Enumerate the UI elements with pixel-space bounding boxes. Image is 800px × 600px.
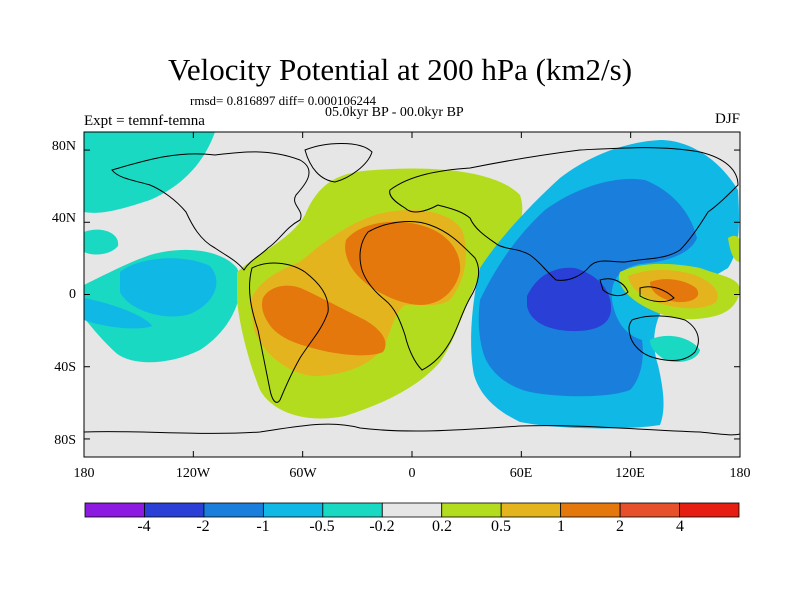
lon-label-180-east: 180 xyxy=(729,466,751,481)
coastline-outlines xyxy=(84,143,740,436)
contour-dark-orange-south-america xyxy=(262,285,386,356)
coast-africa xyxy=(359,220,480,371)
time-period-label: 05.0kyr BP - 00.0kyr BP xyxy=(325,105,464,120)
contour-teal-north-pacific xyxy=(84,132,215,213)
colorbar-swatch-10 xyxy=(619,502,680,518)
colorbar-swatch-3 xyxy=(203,502,264,518)
coast-maritime-islands xyxy=(599,278,675,303)
colorbar xyxy=(84,502,740,518)
axis-ticks xyxy=(83,132,741,457)
colorbar-swatch-6 xyxy=(381,502,443,518)
experiment-label: Expt = temnf-temna xyxy=(84,113,205,129)
contour-teal-south-pacific xyxy=(650,335,700,362)
colorbar-label-4: -0.5 xyxy=(309,518,335,535)
coast-greenland xyxy=(304,143,373,183)
coast-europe-asia xyxy=(389,147,739,281)
lat-label-80s: 80S xyxy=(54,433,76,448)
lat-label-40s: 40S xyxy=(54,360,76,375)
colorbar-label-7: 0.5 xyxy=(491,518,511,535)
colorbar-swatch-9 xyxy=(560,502,621,518)
contour-teal-west-pacific xyxy=(84,229,119,255)
colorbar-label-6: 0.2 xyxy=(432,518,452,535)
contour-dark-orange-africa xyxy=(345,221,461,305)
colorbar-label-1: -4 xyxy=(137,518,151,535)
colorbar-swatch-8 xyxy=(500,502,562,518)
season-label: DJF xyxy=(714,111,740,127)
contour-green-east-edge xyxy=(728,235,740,262)
colorbar-swatch-1 xyxy=(84,502,145,518)
lon-label-60e: 60E xyxy=(509,466,533,481)
lat-label-80n: 80N xyxy=(51,139,76,154)
lat-label-40n: 40N xyxy=(51,211,76,226)
contour-dark-orange-maritime-continent xyxy=(650,279,699,303)
colorbar-label-3: -1 xyxy=(256,518,270,535)
lon-label-0: 0 xyxy=(408,466,416,481)
lon-label-120e: 120E xyxy=(615,466,645,481)
coast-antarctica xyxy=(84,423,740,436)
map-plot-area xyxy=(84,132,740,457)
lon-label-180-west: 180 xyxy=(73,466,95,481)
coast-north-america xyxy=(111,151,310,271)
colorbar-label-8: 1 xyxy=(557,518,565,535)
colorbar-label-2: -2 xyxy=(196,518,210,535)
coast-australia xyxy=(628,315,699,361)
contour-blue-central-pacific xyxy=(120,258,217,317)
colorbar-swatch-7 xyxy=(441,502,502,518)
contour-blue-west-edge xyxy=(84,298,152,329)
coast-south-america xyxy=(249,262,329,403)
colorbar-swatch-11 xyxy=(679,502,740,518)
lon-label-120w: 120W xyxy=(175,466,211,481)
colorbar-label-5: -0.2 xyxy=(369,518,395,535)
rmsd-diff-stats: rmsd= 0.816897 diff= 0.000106244 xyxy=(190,93,376,108)
lat-label-0: 0 xyxy=(69,287,76,302)
lon-label-60w: 60W xyxy=(289,466,317,481)
colorbar-label-9: 2 xyxy=(616,518,624,535)
contour-dark-blue-indian-ocean xyxy=(527,267,612,332)
chart-title: Velocity Potential at 200 hPa (km2/s) xyxy=(167,52,633,87)
colorbar-swatch-5 xyxy=(322,502,383,518)
colorbar-swatch-4 xyxy=(262,502,324,518)
colorbar-label-10: 4 xyxy=(676,518,684,535)
colorbar-swatch-2 xyxy=(144,502,205,518)
